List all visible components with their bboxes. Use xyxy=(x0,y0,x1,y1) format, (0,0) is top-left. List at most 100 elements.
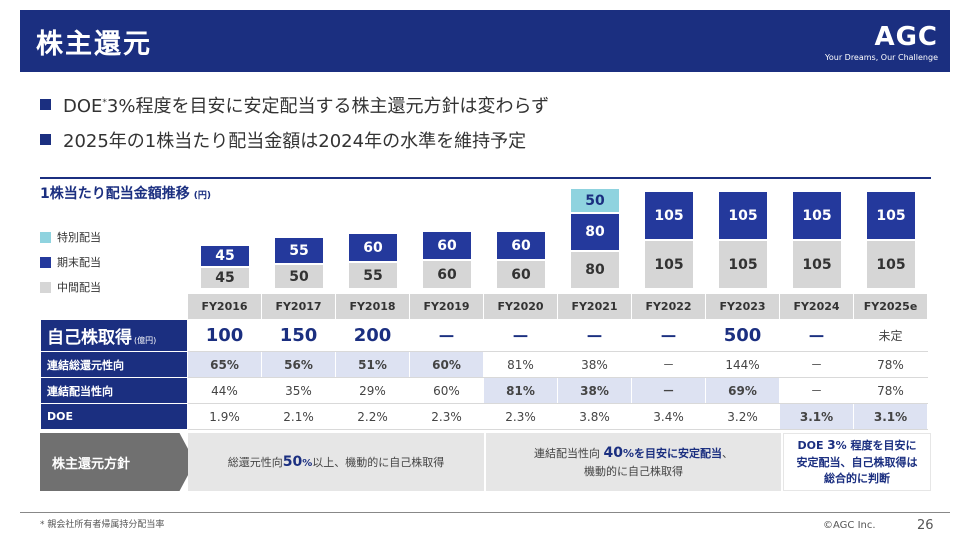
bar-interim: 105 xyxy=(867,241,915,288)
table-cell: － xyxy=(631,319,706,352)
table-cell: 78% xyxy=(853,351,928,378)
legend-swatch xyxy=(40,281,51,293)
year-header: FY2023 xyxy=(705,293,780,320)
table-cell: － xyxy=(779,351,854,378)
shareholder-return-table: FY2016 FY2017 FY2018 FY2019 FY2020 FY202… xyxy=(40,293,928,430)
table-cell: 100 xyxy=(187,319,262,352)
table-cell: 38% xyxy=(557,377,632,404)
bar-interim: 45 xyxy=(201,268,249,288)
table-row-buyback: 自己株取得 (億円) 100 150 200 － － － － 500 － 未定 xyxy=(40,319,928,352)
bar-interim: 105 xyxy=(793,241,841,288)
logo-tagline: Your Dreams, Our Challenge xyxy=(825,53,938,62)
table-cell: － xyxy=(631,351,706,378)
policy-period-3: DOE 3% 程度を目安に 安定配当、自己株取得は 総合的に判断 xyxy=(783,433,931,491)
table-cell: 200 xyxy=(335,319,410,352)
table-cell: 3.1% xyxy=(779,403,854,430)
year-header: FY2019 xyxy=(409,293,484,320)
table-cell: 3.4% xyxy=(631,403,706,430)
table-cell: － xyxy=(779,377,854,404)
bar-final: 105 xyxy=(867,192,915,239)
bar-final: 60 xyxy=(349,234,397,261)
table-cell: － xyxy=(483,319,558,352)
table-cell: 144% xyxy=(705,351,780,378)
bar-final: 60 xyxy=(497,232,545,259)
bar-interim: 80 xyxy=(571,252,619,288)
slide-header: 株主還元 AGC Your Dreams, Our Challenge xyxy=(20,10,950,72)
table-cell: 3.1% xyxy=(853,403,928,430)
bullet-1: DOE*3%程度を目安に安定配当する株主還元方針は変わらず xyxy=(40,92,549,118)
year-header: FY2022 xyxy=(631,293,706,320)
bar-final: 80 xyxy=(571,214,619,250)
footnote: * 親会社所有者帰属持分配当率 xyxy=(40,520,165,530)
table-cell: 78% xyxy=(853,377,928,404)
footer-divider xyxy=(20,512,950,513)
table-cell: － xyxy=(779,319,854,352)
table-cell: 2.1% xyxy=(261,403,336,430)
bar-final: 105 xyxy=(719,192,767,239)
table-row-doe: DOE 1.9% 2.1% 2.2% 2.3% 2.3% 3.8% 3.4% 3… xyxy=(40,403,928,430)
year-header: FY2017 xyxy=(261,293,336,320)
year-header: FY2018 xyxy=(335,293,410,320)
table-cell: 2.2% xyxy=(335,403,410,430)
table-cell: 69% xyxy=(705,377,780,404)
bar-final: 105 xyxy=(793,192,841,239)
bullet-square-icon xyxy=(40,99,51,110)
table-cell: 500 xyxy=(705,319,780,352)
table-cell: － xyxy=(557,319,632,352)
bar-special: 50 xyxy=(571,189,619,212)
table-cell: － xyxy=(631,377,706,404)
table-cell: － xyxy=(409,319,484,352)
policy-label: 株主還元方針 xyxy=(40,433,195,491)
table-row-total-payout: 連結総還元性向 65% 56% 51% 60% 81% 38% － 144% －… xyxy=(40,351,928,378)
legend-interim: 中間配当 xyxy=(40,279,101,295)
year-header: FY2024 xyxy=(779,293,854,320)
table-cell: 44% xyxy=(187,377,262,404)
table-cell: 81% xyxy=(483,351,558,378)
bar-final: 45 xyxy=(201,246,249,266)
bar-final: 105 xyxy=(645,192,693,239)
table-cell: 56% xyxy=(261,351,336,378)
bullet-2: 2025年の1株当たり配当金額は2024年の水準を維持予定 xyxy=(40,127,526,153)
bar-interim: 60 xyxy=(497,261,545,288)
row-label: 連結総還元性向 xyxy=(40,351,188,378)
year-header: FY2025e xyxy=(853,293,928,320)
legend-special: 特別配当 xyxy=(40,229,101,245)
table-cell: 38% xyxy=(557,351,632,378)
page-number: 26 xyxy=(917,518,934,533)
bar-interim: 50 xyxy=(275,265,323,288)
bar-interim: 60 xyxy=(423,261,471,288)
section-divider xyxy=(40,177,931,179)
row-label: 連結配当性向 xyxy=(40,377,188,404)
table-cell: 2.3% xyxy=(483,403,558,430)
bar-interim: 55 xyxy=(349,263,397,288)
table-cell: 150 xyxy=(261,319,336,352)
chart-title: 1株当たり配当金額推移 (円) xyxy=(40,186,211,202)
year-header: FY2016 xyxy=(187,293,262,320)
policy-period-2: 連結配当性向 40%を目安に安定配当、 機動的に自己株取得 xyxy=(486,433,781,491)
bar-final: 60 xyxy=(423,232,471,259)
legend-swatch xyxy=(40,231,51,243)
bar-interim: 105 xyxy=(645,241,693,288)
table-cell: 2.3% xyxy=(409,403,484,430)
year-header: FY2020 xyxy=(483,293,558,320)
bar-interim: 105 xyxy=(719,241,767,288)
copyright: ©AGC Inc. xyxy=(823,520,876,531)
bar-final: 55 xyxy=(275,238,323,263)
table-cell: 3.8% xyxy=(557,403,632,430)
page-title: 株主還元 xyxy=(36,29,152,60)
table-cell: 60% xyxy=(409,377,484,404)
bullet-square-icon xyxy=(40,134,51,145)
table-cell: 1.9% xyxy=(187,403,262,430)
table-cell: 65% xyxy=(187,351,262,378)
table-cell: 3.2% xyxy=(705,403,780,430)
legend-swatch xyxy=(40,256,51,268)
legend-final: 期末配当 xyxy=(40,254,101,270)
table-cell: 未定 xyxy=(853,319,928,352)
row-label: 自己株取得 (億円) xyxy=(40,319,188,352)
table-cell: 51% xyxy=(335,351,410,378)
year-header: FY2021 xyxy=(557,293,632,320)
policy-period-1: 総還元性向50%以上、機動的に自己株取得 xyxy=(188,433,484,491)
table-row-payout-ratio: 連結配当性向 44% 35% 29% 60% 81% 38% － 69% － 7… xyxy=(40,377,928,404)
table-cell: 35% xyxy=(261,377,336,404)
table-cell: 81% xyxy=(483,377,558,404)
